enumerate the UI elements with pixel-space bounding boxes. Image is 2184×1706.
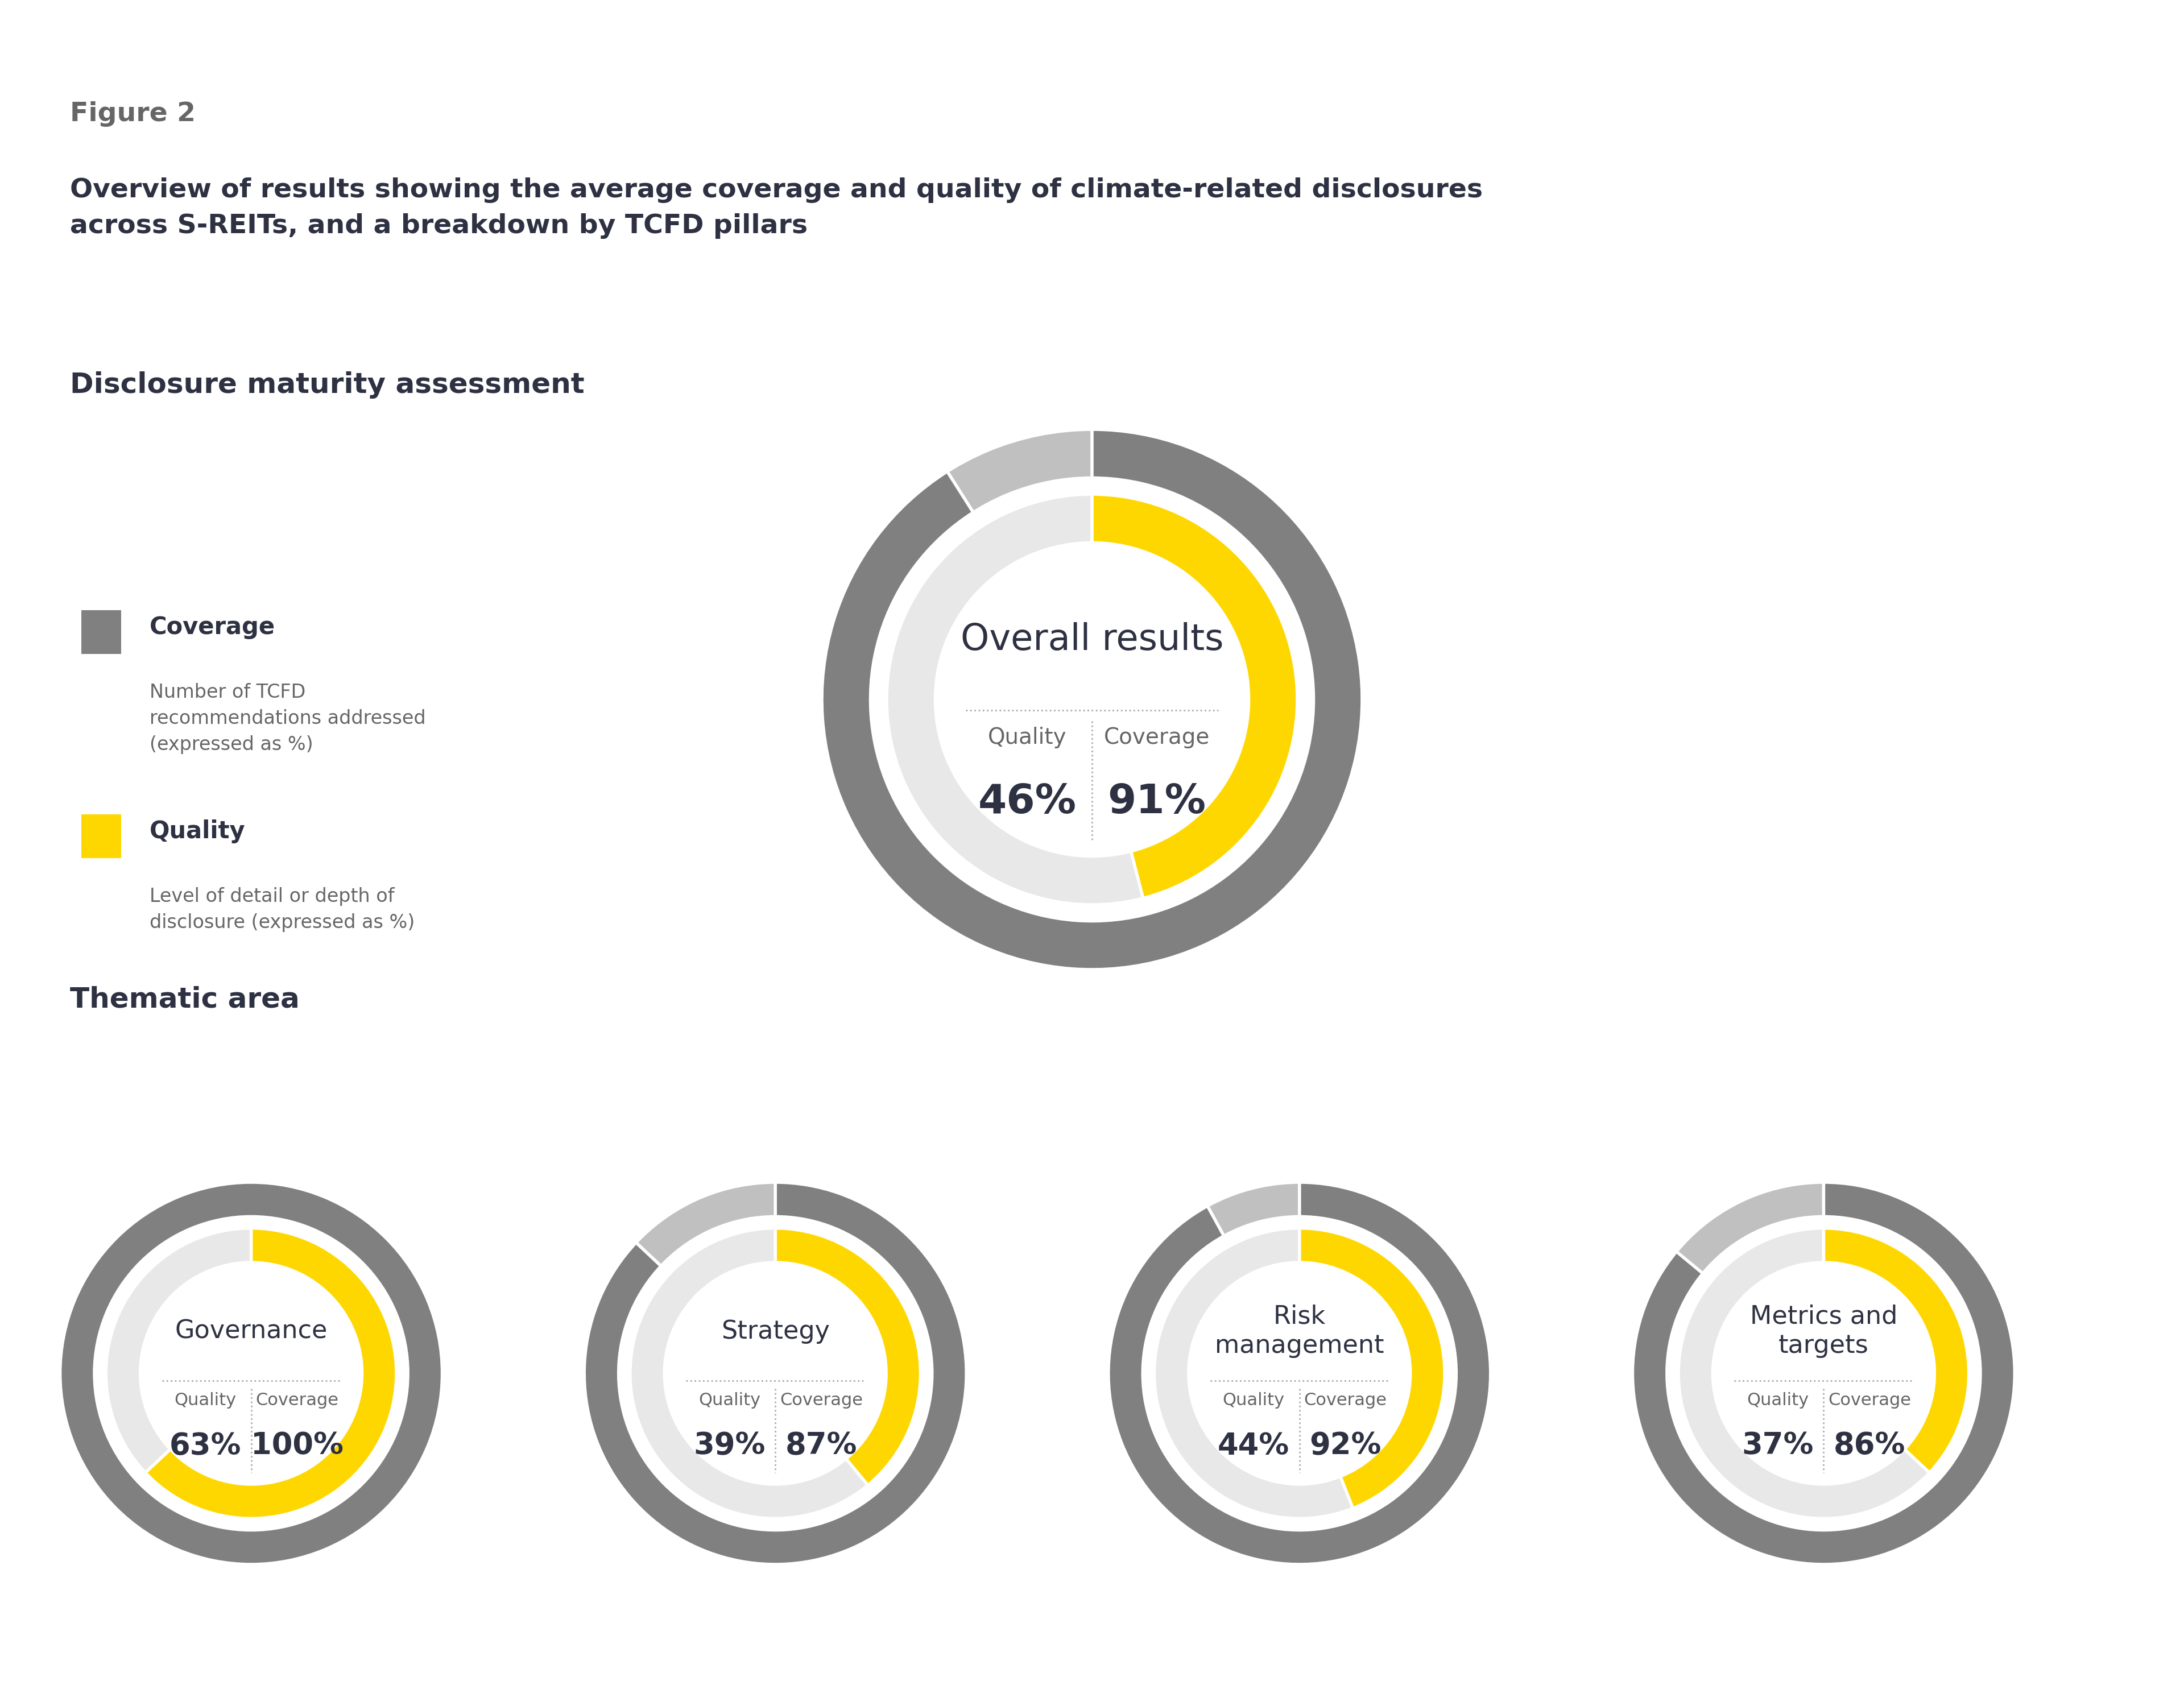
Text: 91%: 91% (1107, 783, 1206, 822)
Wedge shape (629, 1228, 919, 1518)
Wedge shape (61, 1182, 441, 1564)
Text: Coverage: Coverage (1103, 727, 1210, 747)
Wedge shape (1631, 1182, 2014, 1564)
Wedge shape (1634, 1182, 2014, 1564)
Text: Coverage: Coverage (256, 1392, 339, 1409)
Text: 87%: 87% (786, 1431, 856, 1460)
Text: 92%: 92% (1310, 1431, 1380, 1460)
Text: Quality: Quality (987, 727, 1066, 747)
Wedge shape (1299, 1228, 1444, 1508)
Text: 37%: 37% (1743, 1431, 1813, 1460)
Wedge shape (61, 1182, 441, 1564)
Wedge shape (585, 1182, 965, 1564)
Wedge shape (1824, 1228, 1968, 1472)
Circle shape (943, 551, 1241, 848)
Circle shape (670, 1268, 880, 1479)
Text: 100%: 100% (251, 1431, 343, 1460)
Wedge shape (775, 1228, 919, 1486)
Text: Quality: Quality (175, 1392, 236, 1409)
Text: Metrics and
targets: Metrics and targets (1749, 1305, 1898, 1358)
Wedge shape (1109, 1182, 1489, 1564)
Text: 63%: 63% (170, 1431, 240, 1460)
Text: Figure 2: Figure 2 (70, 101, 197, 126)
Bar (81, 611, 120, 653)
Wedge shape (105, 1228, 395, 1518)
Circle shape (1719, 1268, 1928, 1479)
Circle shape (1195, 1268, 1404, 1479)
Text: 44%: 44% (1219, 1431, 1289, 1460)
Wedge shape (146, 1228, 395, 1518)
Text: Coverage: Coverage (149, 616, 275, 640)
Wedge shape (821, 430, 1363, 969)
Text: 46%: 46% (978, 783, 1077, 822)
Text: 39%: 39% (695, 1431, 764, 1460)
Text: 86%: 86% (1835, 1431, 1904, 1460)
Wedge shape (1109, 1182, 1489, 1564)
Text: Overview of results showing the average coverage and quality of climate-related : Overview of results showing the average … (70, 177, 1483, 239)
Wedge shape (1092, 495, 1297, 899)
Text: Risk
management: Risk management (1214, 1305, 1385, 1358)
Text: Coverage: Coverage (1304, 1392, 1387, 1409)
Text: Strategy: Strategy (721, 1319, 830, 1344)
Text: Disclosure maturity assessment: Disclosure maturity assessment (70, 372, 585, 399)
Text: Thematic area: Thematic area (70, 986, 299, 1013)
Text: Quality: Quality (1747, 1392, 1808, 1409)
Wedge shape (1677, 1228, 1970, 1518)
Text: Quality: Quality (149, 819, 245, 843)
Text: Coverage: Coverage (780, 1392, 863, 1409)
Text: Governance: Governance (175, 1319, 328, 1344)
Text: Coverage: Coverage (1828, 1392, 1911, 1409)
Circle shape (146, 1268, 356, 1479)
Wedge shape (887, 495, 1297, 904)
Bar (81, 814, 120, 858)
Wedge shape (1153, 1228, 1446, 1518)
Wedge shape (821, 430, 1363, 969)
Text: Number of TCFD
recommendations addressed
(expressed as %): Number of TCFD recommendations addressed… (149, 682, 426, 754)
Text: Level of detail or depth of
disclosure (expressed as %): Level of detail or depth of disclosure (… (149, 887, 415, 931)
Text: Quality: Quality (1223, 1392, 1284, 1409)
Wedge shape (583, 1182, 965, 1564)
Text: Overall results: Overall results (961, 623, 1223, 659)
Text: Quality: Quality (699, 1392, 760, 1409)
